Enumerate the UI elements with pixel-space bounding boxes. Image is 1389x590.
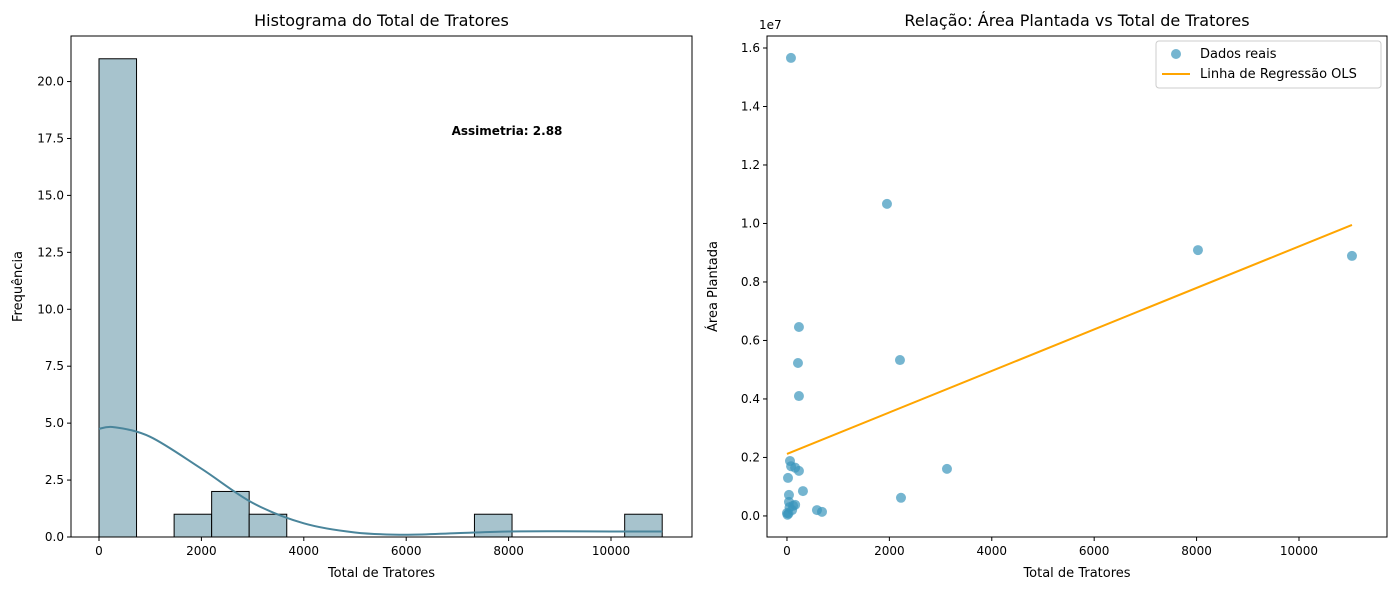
scatter-point — [881, 198, 892, 209]
y-tick-label: 1.6 — [741, 41, 760, 55]
y-tick-label: 20.0 — [37, 75, 64, 89]
y-tick-label: 10.0 — [37, 302, 64, 316]
y-axis-label: Frequência — [11, 251, 26, 322]
legend-label: Linha de Regressão OLS — [1200, 67, 1357, 82]
scatter-point — [792, 357, 803, 368]
x-axis-label: Total de Tratores — [327, 566, 435, 581]
histogram-bar — [211, 490, 250, 538]
scatter-axes: 0 2000 4000 6000 8000 10000 0.0 0.2 0.4 0.6 0.8 1.0… — [705, 11, 1388, 581]
x-tick-label: 4000 — [289, 544, 320, 558]
histogram-axes: 0 2000 4000 6000 8000 10000 0.0 2.5 5.0 7.5 10.0 12… — [11, 11, 693, 581]
y-tick-label: 1.2 — [741, 158, 760, 172]
chart-title: Histograma do Total de Tratores — [254, 11, 509, 30]
x-tick-label: 6000 — [1079, 544, 1110, 558]
scatter-point — [816, 506, 827, 517]
y-axis-label: Área Plantada — [705, 241, 721, 332]
regression-line — [786, 224, 1353, 455]
legend: Dados reais Linha de Regressão OLS — [1155, 40, 1382, 89]
histogram-bar — [248, 513, 288, 538]
y-tick-label: 5.0 — [45, 416, 64, 430]
histogram-bar — [624, 513, 663, 538]
scatter-point — [1192, 245, 1203, 256]
chart-title: Relação: Área Plantada vs Total de Trato… — [904, 11, 1249, 30]
scatter-point — [782, 472, 793, 483]
scatter-point — [793, 322, 804, 333]
scatter-point — [1346, 250, 1357, 261]
y-tick-label: 17.5 — [37, 131, 64, 145]
kde-line — [98, 425, 663, 536]
legend-label: Dados reais — [1200, 47, 1277, 62]
x-tick-label: 0 — [783, 544, 791, 558]
x-tick-label: 0 — [95, 544, 103, 558]
axes-frame — [70, 35, 693, 538]
y-tick-label: 1.0 — [741, 216, 760, 230]
legend-box — [1155, 40, 1382, 89]
scatter-point — [894, 355, 905, 366]
y-tick-label: 15.0 — [37, 188, 64, 202]
y-tick-label: 12.5 — [37, 245, 64, 259]
y-offset-label: 1e7 — [759, 18, 782, 32]
x-tick-label: 6000 — [391, 544, 422, 558]
scatter-point — [793, 391, 804, 402]
y-tick-label: 0.6 — [741, 333, 760, 347]
y-tick-label: 0.0 — [741, 509, 760, 523]
x-tick-label: 10000 — [592, 544, 630, 558]
y-tick-label: 0.2 — [741, 450, 760, 464]
histogram-bar — [173, 513, 213, 538]
y-tick-label: 7.5 — [45, 359, 64, 373]
x-tick-label: 2000 — [186, 544, 217, 558]
scatter-point — [941, 463, 952, 474]
scatter-point — [790, 462, 801, 473]
x-tick-label: 2000 — [874, 544, 905, 558]
axes-frame — [766, 35, 1388, 538]
x-tick-label: 10000 — [1280, 544, 1318, 558]
scatter-point — [783, 489, 794, 500]
y-tick-label: 0.0 — [45, 530, 64, 544]
y-tick-label: 1.4 — [741, 99, 760, 113]
y-tick-label: 0.8 — [741, 275, 760, 289]
histogram-bar — [473, 513, 513, 538]
skewness-annotation: Assimetria: 2.88 — [452, 124, 563, 138]
y-tick-label: 2.5 — [45, 473, 64, 487]
y-tick-label: 0.4 — [741, 392, 760, 406]
scatter-point — [797, 486, 808, 497]
scatter-point — [784, 502, 795, 513]
x-tick-label: 8000 — [493, 544, 524, 558]
scatter-point — [895, 492, 906, 503]
x-axis-label: Total de Tratores — [1022, 566, 1130, 581]
x-tick-label: 4000 — [977, 544, 1008, 558]
x-tick-label: 8000 — [1181, 544, 1212, 558]
legend-marker-scatter — [1171, 49, 1181, 59]
histogram-bar — [98, 58, 138, 538]
scatter-point — [785, 52, 796, 63]
